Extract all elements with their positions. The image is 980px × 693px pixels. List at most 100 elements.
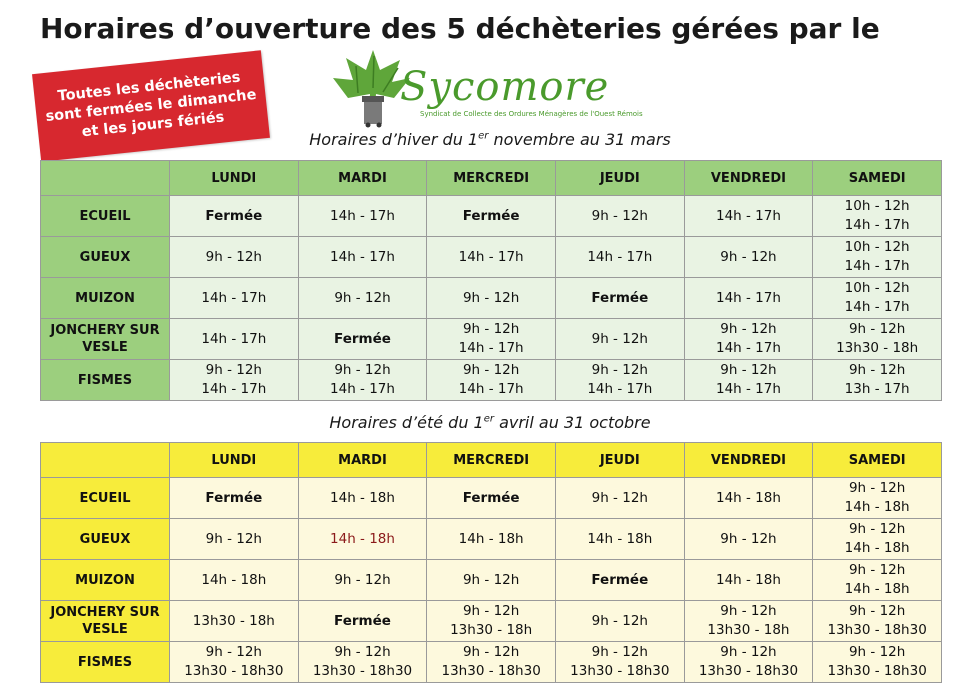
summer-heading-sup: er [483, 413, 494, 425]
summer-heading: Horaires d’été du 1er avril au 31 octobr… [0, 413, 980, 432]
hours-cell: 9h - 12h 13h30 - 18h30 [812, 641, 942, 683]
site-name: FISMES [40, 359, 170, 401]
hours-cell: Fermée [169, 477, 299, 519]
page-title: Horaires d’ouverture des 5 déchèteries g… [40, 12, 880, 45]
day-header: MERCREDI [426, 160, 556, 196]
hours-cell: 14h - 17h [426, 236, 556, 278]
hours-cell: Fermée [426, 195, 556, 237]
hours-cell: 14h - 18h [169, 559, 299, 601]
day-header: LUNDI [169, 160, 299, 196]
hours-cell: 14h - 17h [169, 277, 299, 319]
table-header-row: LUNDI MARDI MERCREDI JEUDI VENDREDI SAMEDI [40, 160, 942, 196]
table-row: FISMES 9h - 12h 13h30 - 18h30 9h - 12h 13h… [40, 641, 942, 683]
hours-cell: 14h - 17h [683, 277, 814, 319]
hours-cell: 9h - 12h 14h - 18h [812, 477, 942, 519]
hours-cell: 14h - 18h [554, 518, 685, 560]
hours-cell: Fermée [426, 477, 556, 519]
site-name: JONCHERY SUR VESLE [40, 600, 170, 642]
hours-cell: Fermée [169, 195, 299, 237]
hours-cell: 9h - 12h 14h - 17h [169, 359, 299, 401]
hours-cell: 9h - 12h [554, 318, 685, 360]
hours-cell: 9h - 12h 13h30 - 18h [683, 600, 814, 642]
hours-cell: 9h - 12h [297, 559, 428, 601]
hours-cell: 10h - 12h 14h - 17h [812, 195, 942, 237]
hours-cell: Fermée [297, 318, 428, 360]
hours-cell: 9h - 12h 13h30 - 18h30 [554, 641, 685, 683]
hours-cell: 9h - 12h [554, 195, 685, 237]
table-row: ECUEIL Fermée 14h - 18h Fermée 9h - 12h 14h -… [40, 477, 942, 519]
hours-cell: 9h - 12h 14h - 17h [554, 359, 685, 401]
hours-cell: 9h - 12h [426, 277, 556, 319]
hours-cell: 9h - 12h 13h30 - 18h30 [169, 641, 299, 683]
hours-cell: 9h - 12h 14h - 17h [426, 359, 556, 401]
hours-cell: 9h - 12h [297, 277, 428, 319]
site-name: ECUEIL [40, 477, 170, 519]
day-header: JEUDI [554, 160, 685, 196]
day-header: LUNDI [169, 442, 299, 478]
summer-heading-pre: Horaires d’été du 1 [329, 413, 484, 432]
winter-heading: Horaires d’hiver du 1er novembre au 31 m… [0, 130, 980, 149]
day-header: SAMEDI [812, 442, 942, 478]
hours-cell: 9h - 12h 13h30 - 18h30 [683, 641, 814, 683]
day-header: MARDI [297, 160, 428, 196]
table-header-row: LUNDI MARDI MERCREDI JEUDI VENDREDI SAMEDI [40, 442, 942, 478]
hours-cell: 9h - 12h 14h - 17h [683, 359, 814, 401]
hours-cell: 9h - 12h 13h - 17h [812, 359, 942, 401]
site-name: MUIZON [40, 277, 170, 319]
hours-cell: 9h - 12h 14h - 17h [426, 318, 556, 360]
hours-cell: 14h - 17h [297, 195, 428, 237]
hours-cell: 14h - 17h [683, 195, 814, 237]
hours-cell: Fermée [554, 277, 685, 319]
hours-cell: 9h - 12h 13h30 - 18h [812, 318, 942, 360]
hours-cell: 9h - 12h [554, 600, 685, 642]
sycomore-logo-icon [333, 50, 410, 128]
day-header: VENDREDI [683, 442, 814, 478]
logo-wordmark: Sycomore [400, 64, 610, 110]
hours-cell: 9h - 12h [426, 559, 556, 601]
hours-cell: 14h - 18h [426, 518, 556, 560]
hours-cell: 9h - 12h [554, 477, 685, 519]
day-header: MERCREDI [426, 442, 556, 478]
table-row: GUEUX 9h - 12h 14h - 18h 14h - 18h 14h - 18h… [40, 518, 942, 560]
hours-cell: 9h - 12h 14h - 18h [812, 559, 942, 601]
hours-cell: 9h - 12h 13h30 - 18h30 [812, 600, 942, 642]
hours-cell: 9h - 12h 14h - 17h [297, 359, 428, 401]
hours-cell: 9h - 12h 13h30 - 18h30 [426, 641, 556, 683]
site-name: GUEUX [40, 236, 170, 278]
hours-cell: 9h - 12h [169, 518, 299, 560]
winter-heading-sup: er [478, 130, 489, 142]
table-row: ECUEIL Fermée 14h - 17h Fermée 9h - 12h 14h -… [40, 195, 942, 237]
hours-cell: 9h - 12h 13h30 - 18h [426, 600, 556, 642]
table-row: GUEUX 9h - 12h 14h - 17h 14h - 17h 14h - 17h… [40, 236, 942, 278]
day-header: VENDREDI [683, 160, 814, 196]
hours-cell: 9h - 12h [683, 518, 814, 560]
hours-cell: 14h - 17h [169, 318, 299, 360]
logo-subtitle: Syndicat de Collecte des Ordures Ménagèr… [420, 110, 643, 118]
hours-cell: Fermée [297, 600, 428, 642]
hours-cell: 9h - 12h 14h - 18h [812, 518, 942, 560]
hours-cell: Fermée [554, 559, 685, 601]
hours-cell: 14h - 17h [554, 236, 685, 278]
hours-cell: 14h - 17h [297, 236, 428, 278]
winter-heading-pre: Horaires d’hiver du 1 [309, 130, 479, 149]
hours-cell: 14h - 18h [297, 518, 428, 560]
table-row: JONCHERY SUR VESLE 14h - 17h Fermée 9h - 12… [40, 318, 942, 360]
site-name: JONCHERY SUR VESLE [40, 318, 170, 360]
day-header: SAMEDI [812, 160, 942, 196]
table-row: FISMES 9h - 12h 14h - 17h 9h - 12h 14h - 1… [40, 359, 942, 401]
hours-cell: 14h - 18h [297, 477, 428, 519]
header-corner [40, 160, 170, 196]
winter-schedule-table: LUNDI MARDI MERCREDI JEUDI VENDREDI SAMEDI EC… [40, 160, 942, 401]
day-header: MARDI [297, 442, 428, 478]
hours-cell: 14h - 18h [683, 559, 814, 601]
hours-cell: 9h - 12h [683, 236, 814, 278]
header-corner [40, 442, 170, 478]
hours-cell: 13h30 - 18h [169, 600, 299, 642]
day-header: JEUDI [554, 442, 685, 478]
winter-heading-post: novembre au 31 mars [488, 130, 671, 149]
summer-heading-post: avril au 31 octobre [493, 413, 651, 432]
table-row: MUIZON 14h - 18h 9h - 12h 9h - 12h Fermée 14h… [40, 559, 942, 601]
site-name: FISMES [40, 641, 170, 683]
hours-cell: 9h - 12h 14h - 17h [683, 318, 814, 360]
table-row: JONCHERY SUR VESLE 13h30 - 18h Fermée 9h - … [40, 600, 942, 642]
